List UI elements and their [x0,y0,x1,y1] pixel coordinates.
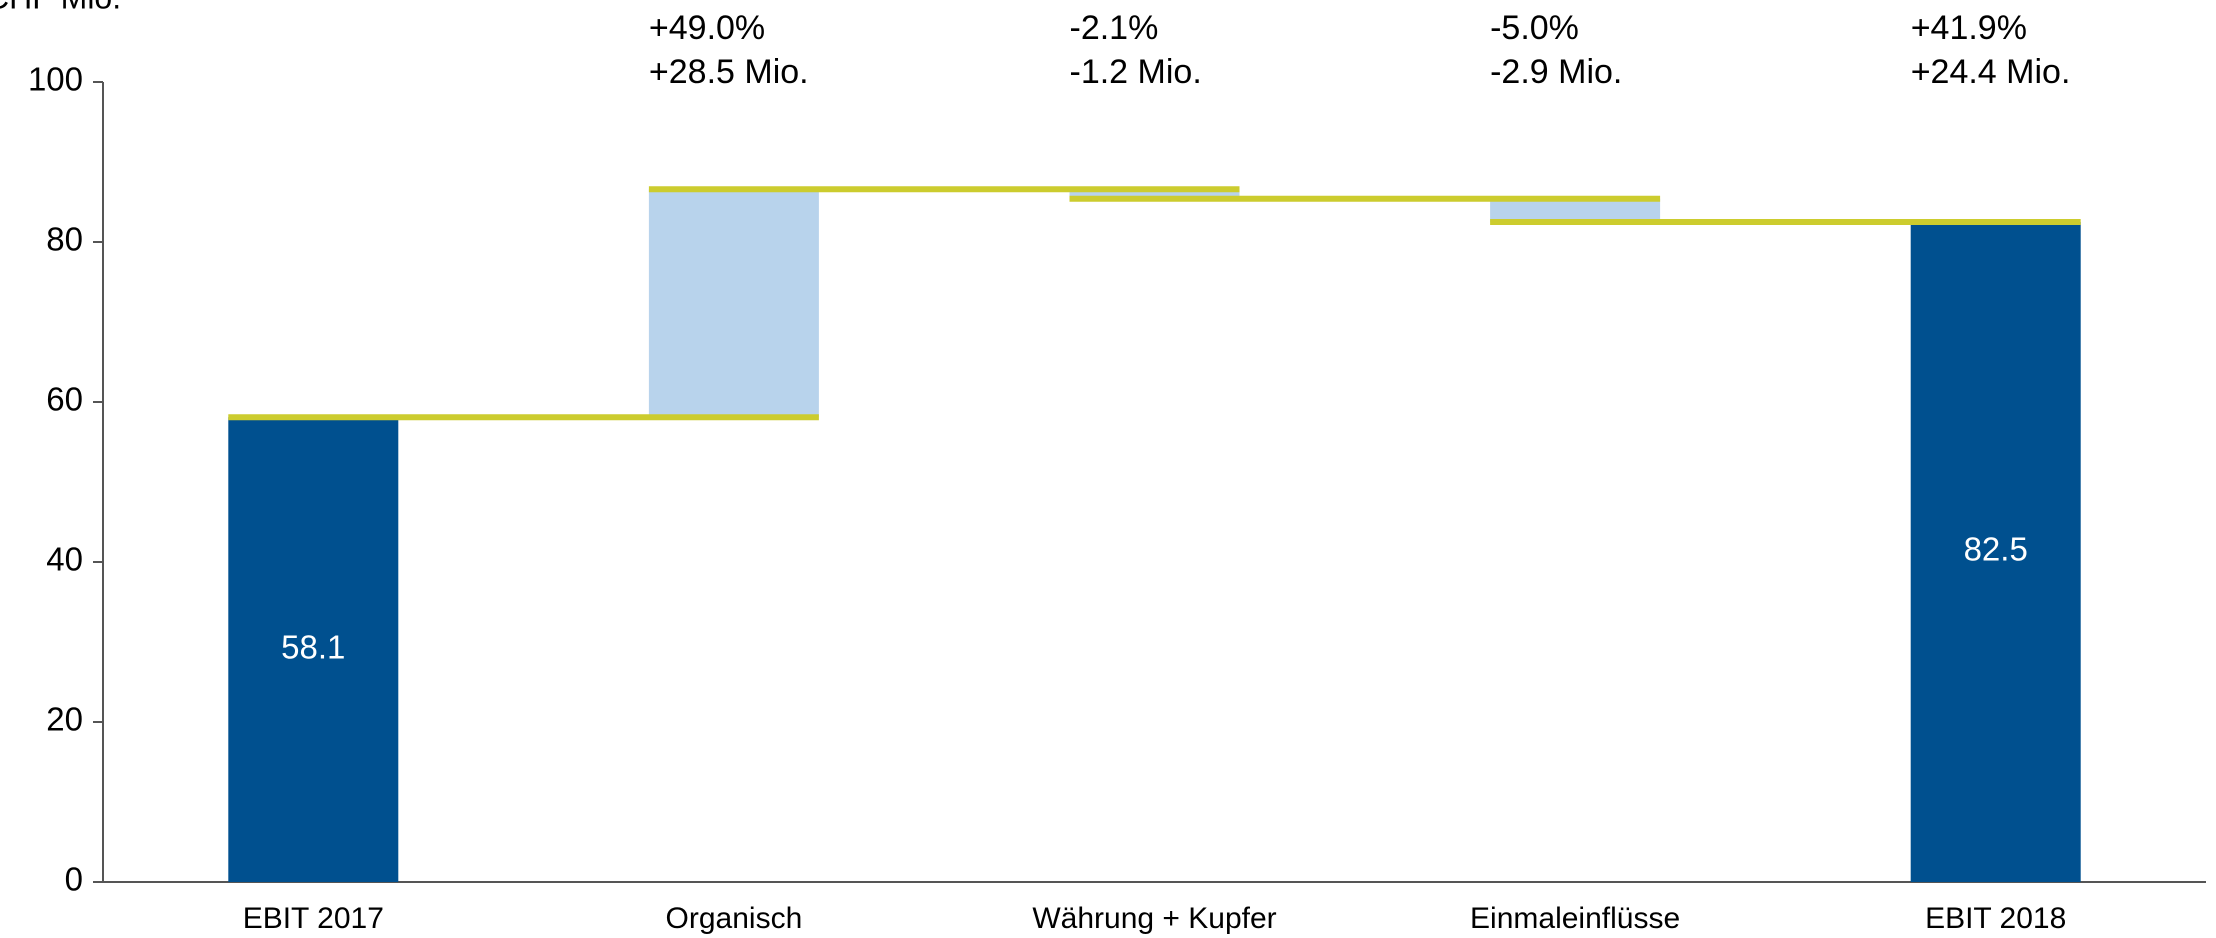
x-tick-label: Währung + Kupfer [1032,902,1276,935]
x-tick-label: Einmaleinflüsse [1470,902,1680,935]
bar [1910,222,2081,882]
change-label: +28.5 Mio. [649,53,809,91]
x-tick-label: EBIT 2018 [1925,902,2066,935]
change-label: -5.0% [1490,9,1579,47]
y-tick-label: 60 [46,381,83,418]
y-tick-label: 20 [46,701,83,738]
value-label: 58.1 [281,628,345,665]
bar [648,189,819,418]
bar [1490,198,1661,222]
y-axis-label: CHF Mio. [0,0,121,15]
y-tick-label: 40 [46,541,83,578]
change-label: +49.0% [649,9,765,47]
y-tick-label: 0 [65,861,83,898]
change-label: +41.9% [1911,9,2027,47]
bar [1069,189,1240,199]
x-tick-label: Organisch [666,902,803,935]
y-tick-label: 100 [28,61,83,98]
change-label: +24.4 Mio. [1911,53,2071,91]
bar [228,417,399,882]
y-tick-label: 80 [46,221,83,258]
x-tick-label: EBIT 2017 [243,902,384,935]
change-label: -2.1% [1070,9,1159,47]
change-label: -1.2 Mio. [1070,53,1202,91]
change-label: -2.9 Mio. [1490,53,1622,91]
value-label: 82.5 [1964,531,2028,568]
